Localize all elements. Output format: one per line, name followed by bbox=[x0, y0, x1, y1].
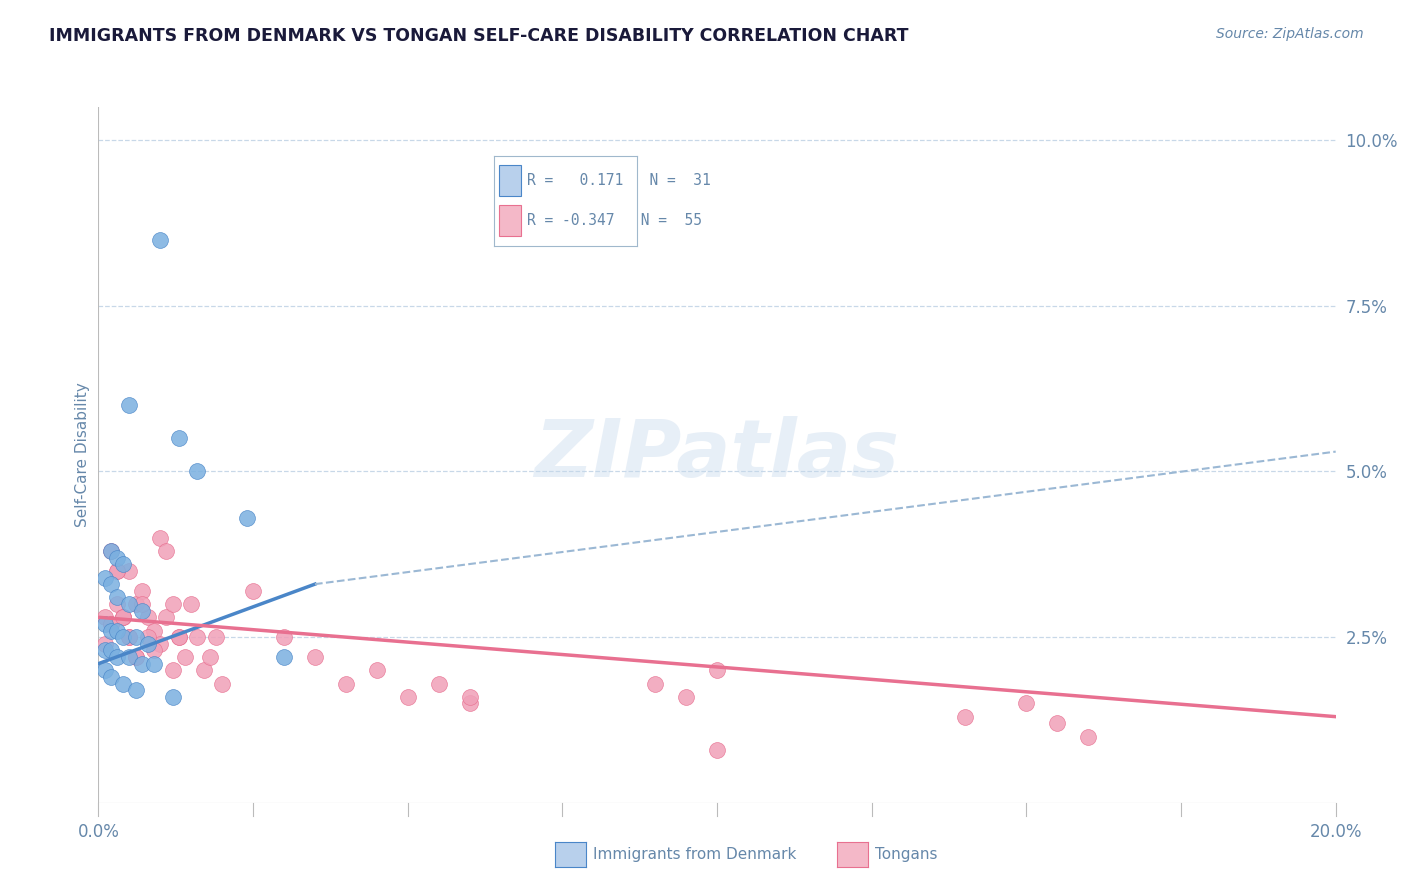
Point bbox=[131, 604, 153, 618]
Point bbox=[124, 630, 146, 644]
FancyBboxPatch shape bbox=[499, 205, 522, 236]
Point bbox=[706, 743, 728, 757]
Point bbox=[1015, 697, 1038, 711]
Point bbox=[304, 650, 326, 665]
Text: Immigrants from Denmark: Immigrants from Denmark bbox=[593, 847, 797, 862]
Point bbox=[131, 597, 153, 611]
Point bbox=[112, 558, 135, 572]
Point bbox=[236, 511, 259, 525]
Point bbox=[174, 650, 197, 665]
Point bbox=[124, 683, 146, 698]
Point bbox=[644, 676, 666, 690]
Point bbox=[118, 630, 141, 644]
Y-axis label: Self-Care Disability: Self-Care Disability bbox=[75, 383, 90, 527]
Point bbox=[366, 663, 388, 677]
Point bbox=[193, 663, 215, 677]
Point bbox=[136, 630, 159, 644]
Point bbox=[118, 630, 141, 644]
Point bbox=[105, 650, 128, 665]
Point bbox=[953, 709, 976, 723]
Point bbox=[105, 624, 128, 638]
Point bbox=[118, 650, 141, 665]
Point bbox=[124, 650, 146, 665]
Point bbox=[186, 630, 208, 644]
Point bbox=[93, 610, 115, 624]
Point bbox=[167, 630, 190, 644]
Point bbox=[100, 577, 122, 591]
Point bbox=[149, 233, 172, 247]
Point bbox=[143, 657, 166, 671]
Point bbox=[149, 531, 172, 545]
Point bbox=[198, 650, 221, 665]
Point bbox=[105, 591, 128, 605]
Point bbox=[100, 616, 122, 631]
Point bbox=[162, 597, 184, 611]
Text: R =   0.171   N =  31: R = 0.171 N = 31 bbox=[527, 173, 711, 187]
Point bbox=[273, 650, 295, 665]
Point bbox=[112, 610, 135, 624]
Point bbox=[143, 624, 166, 638]
Point bbox=[93, 643, 115, 657]
Point bbox=[706, 663, 728, 677]
Point bbox=[100, 670, 122, 684]
Point bbox=[112, 610, 135, 624]
Point bbox=[458, 690, 481, 704]
Point bbox=[118, 597, 141, 611]
Point bbox=[93, 616, 115, 631]
Point bbox=[112, 610, 135, 624]
Point bbox=[100, 616, 122, 631]
Point bbox=[136, 637, 159, 651]
Point bbox=[155, 610, 177, 624]
Point bbox=[124, 650, 146, 665]
Point bbox=[105, 597, 128, 611]
Point bbox=[112, 630, 135, 644]
Point bbox=[273, 630, 295, 644]
Point bbox=[105, 550, 128, 565]
Point bbox=[100, 643, 122, 657]
Text: Source: ZipAtlas.com: Source: ZipAtlas.com bbox=[1216, 27, 1364, 41]
Point bbox=[131, 583, 153, 598]
FancyBboxPatch shape bbox=[499, 165, 522, 195]
Point bbox=[105, 564, 128, 578]
Point bbox=[167, 431, 190, 445]
Point bbox=[105, 564, 128, 578]
Point bbox=[131, 657, 153, 671]
Text: 20.0%: 20.0% bbox=[1309, 822, 1362, 840]
Point bbox=[162, 663, 184, 677]
Point bbox=[162, 690, 184, 704]
Text: IMMIGRANTS FROM DENMARK VS TONGAN SELF-CARE DISABILITY CORRELATION CHART: IMMIGRANTS FROM DENMARK VS TONGAN SELF-C… bbox=[49, 27, 908, 45]
Point bbox=[93, 637, 115, 651]
Point bbox=[205, 630, 228, 644]
Text: Tongans: Tongans bbox=[875, 847, 936, 862]
Text: R = -0.347   N =  55: R = -0.347 N = 55 bbox=[527, 213, 702, 228]
Point bbox=[155, 544, 177, 558]
Point bbox=[124, 597, 146, 611]
Text: ZIPatlas: ZIPatlas bbox=[534, 416, 900, 494]
Text: 0.0%: 0.0% bbox=[77, 822, 120, 840]
Point bbox=[396, 690, 419, 704]
Point bbox=[112, 676, 135, 690]
Point bbox=[1046, 716, 1069, 731]
Point bbox=[186, 465, 208, 479]
Point bbox=[100, 544, 122, 558]
Point bbox=[149, 637, 172, 651]
Point bbox=[427, 676, 450, 690]
Point bbox=[180, 597, 202, 611]
Point bbox=[118, 398, 141, 412]
Point bbox=[458, 697, 481, 711]
Point bbox=[118, 564, 141, 578]
Point bbox=[335, 676, 357, 690]
Point bbox=[93, 663, 115, 677]
Point bbox=[1077, 730, 1099, 744]
Point bbox=[242, 583, 264, 598]
Point bbox=[136, 610, 159, 624]
Point bbox=[211, 676, 233, 690]
Point bbox=[100, 624, 122, 638]
Point bbox=[143, 643, 166, 657]
Point bbox=[167, 630, 190, 644]
Point bbox=[100, 544, 122, 558]
Point bbox=[675, 690, 697, 704]
Point bbox=[93, 570, 115, 584]
